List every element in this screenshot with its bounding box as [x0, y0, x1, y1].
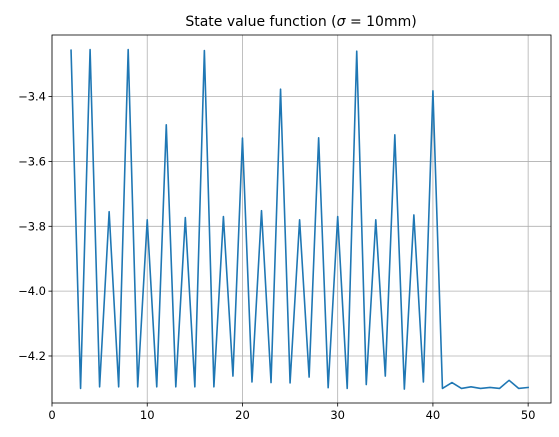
axis-ticks: 0 10 20 30 40 50 −4.2 −4.0 −3.8 −3.6 −3.4	[18, 90, 535, 422]
x-tick-label: 20	[235, 408, 250, 422]
y-tick-label: −3.6	[18, 154, 46, 168]
chart-title: State value function (σ = 10mm)	[185, 14, 416, 30]
y-tick-label: −3.4	[18, 90, 46, 104]
plot-frame	[51, 34, 552, 404]
x-tick-label: 50	[521, 408, 536, 422]
x-tick-label: 30	[330, 408, 345, 422]
chart-title-prefix: State value function (	[185, 14, 336, 30]
x-tick-label: 40	[426, 408, 441, 422]
grid	[51, 35, 551, 403]
y-tick-label: −4.2	[18, 349, 46, 363]
series-layer	[70, 48, 530, 390]
y-tick-label: −4.0	[18, 284, 46, 298]
x-tick-label: 10	[140, 408, 155, 422]
chart-title-suffix: = 10mm)	[346, 14, 417, 30]
series-line	[70, 48, 530, 390]
chart-title-symbol: σ	[337, 14, 347, 30]
y-tick-label: −3.8	[18, 219, 46, 233]
x-tick-label: 0	[48, 408, 55, 422]
